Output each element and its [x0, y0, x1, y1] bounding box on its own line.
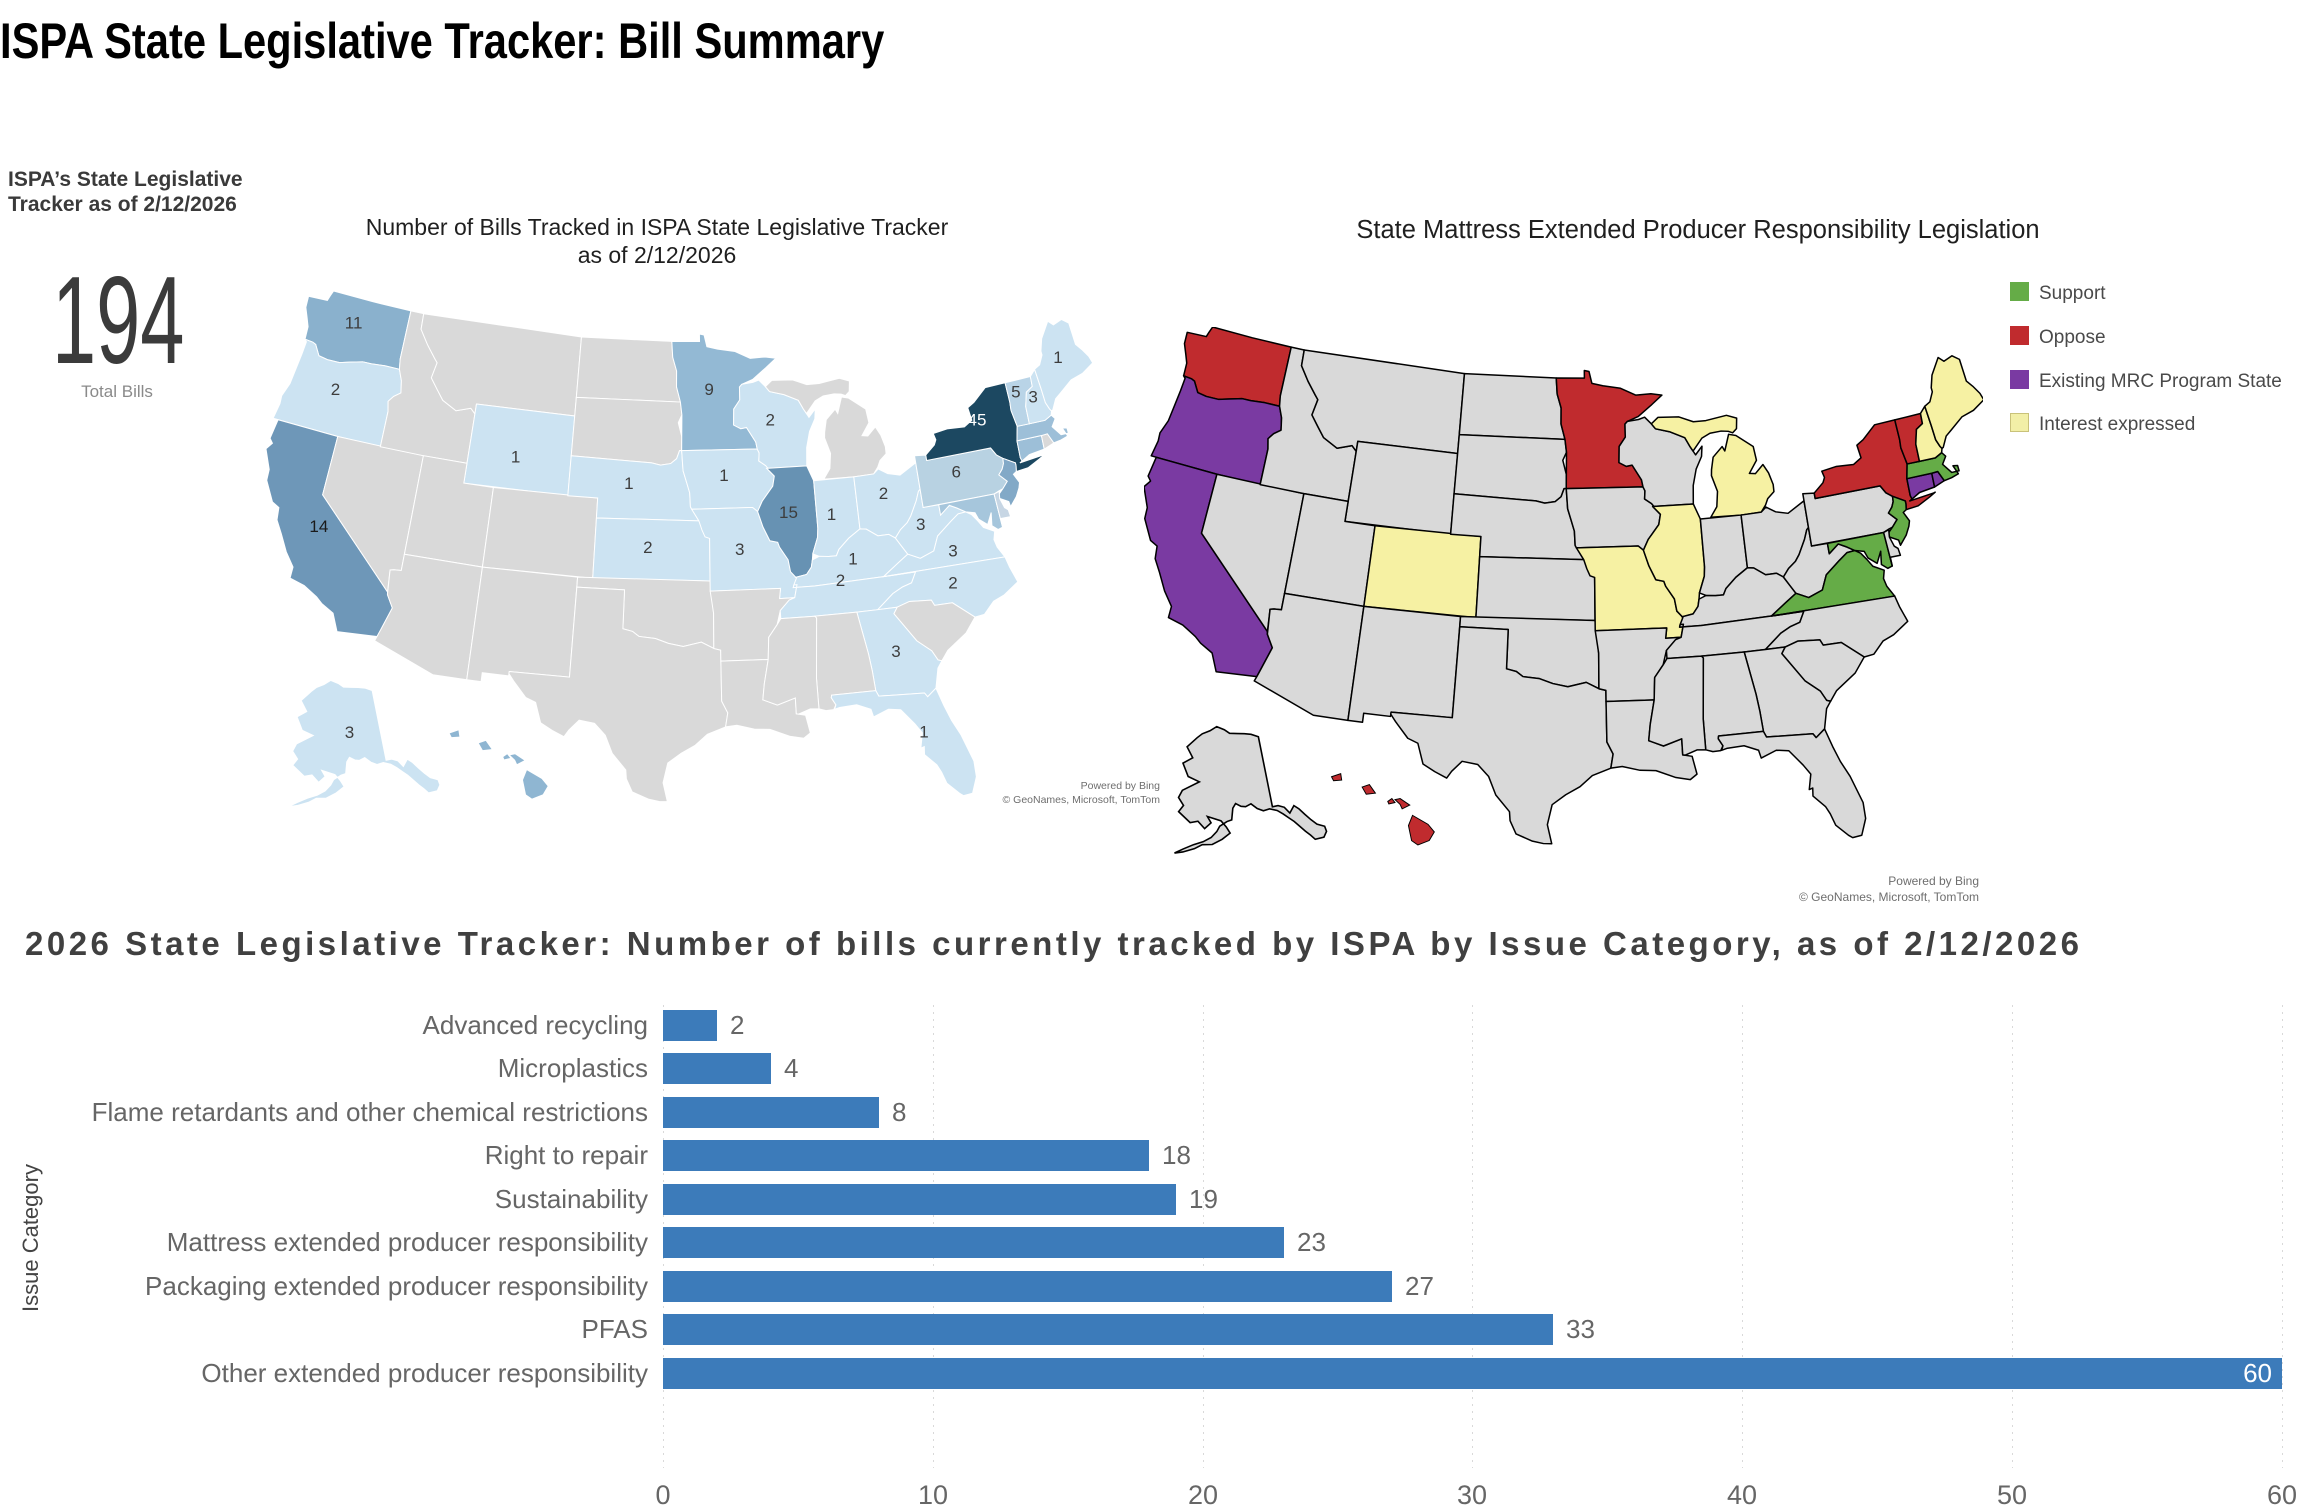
svg-text:1: 1 [511, 447, 520, 466]
svg-text:2: 2 [949, 573, 958, 592]
svg-text:3: 3 [949, 541, 958, 560]
svg-text:1: 1 [1054, 348, 1063, 367]
svg-text:2: 2 [766, 410, 775, 429]
svg-text:3: 3 [892, 641, 901, 660]
svg-text:5: 5 [1011, 382, 1020, 401]
svg-text:1: 1 [827, 505, 836, 524]
svg-text:1: 1 [624, 474, 633, 493]
svg-text:2: 2 [331, 380, 340, 399]
svg-text:14: 14 [310, 516, 329, 535]
svg-text:45: 45 [968, 410, 987, 429]
svg-text:6: 6 [952, 462, 961, 481]
svg-text:9: 9 [705, 380, 714, 399]
svg-text:11: 11 [345, 313, 363, 332]
svg-text:1: 1 [849, 549, 858, 568]
svg-text:2: 2 [836, 571, 845, 590]
svg-text:1: 1 [920, 722, 929, 741]
svg-text:3: 3 [345, 723, 354, 742]
svg-text:2: 2 [643, 538, 652, 557]
svg-text:2: 2 [879, 483, 888, 502]
svg-text:1: 1 [720, 465, 729, 484]
svg-text:15: 15 [779, 502, 798, 521]
svg-text:3: 3 [1029, 387, 1038, 406]
svg-text:3: 3 [916, 515, 925, 534]
svg-text:3: 3 [735, 539, 744, 558]
